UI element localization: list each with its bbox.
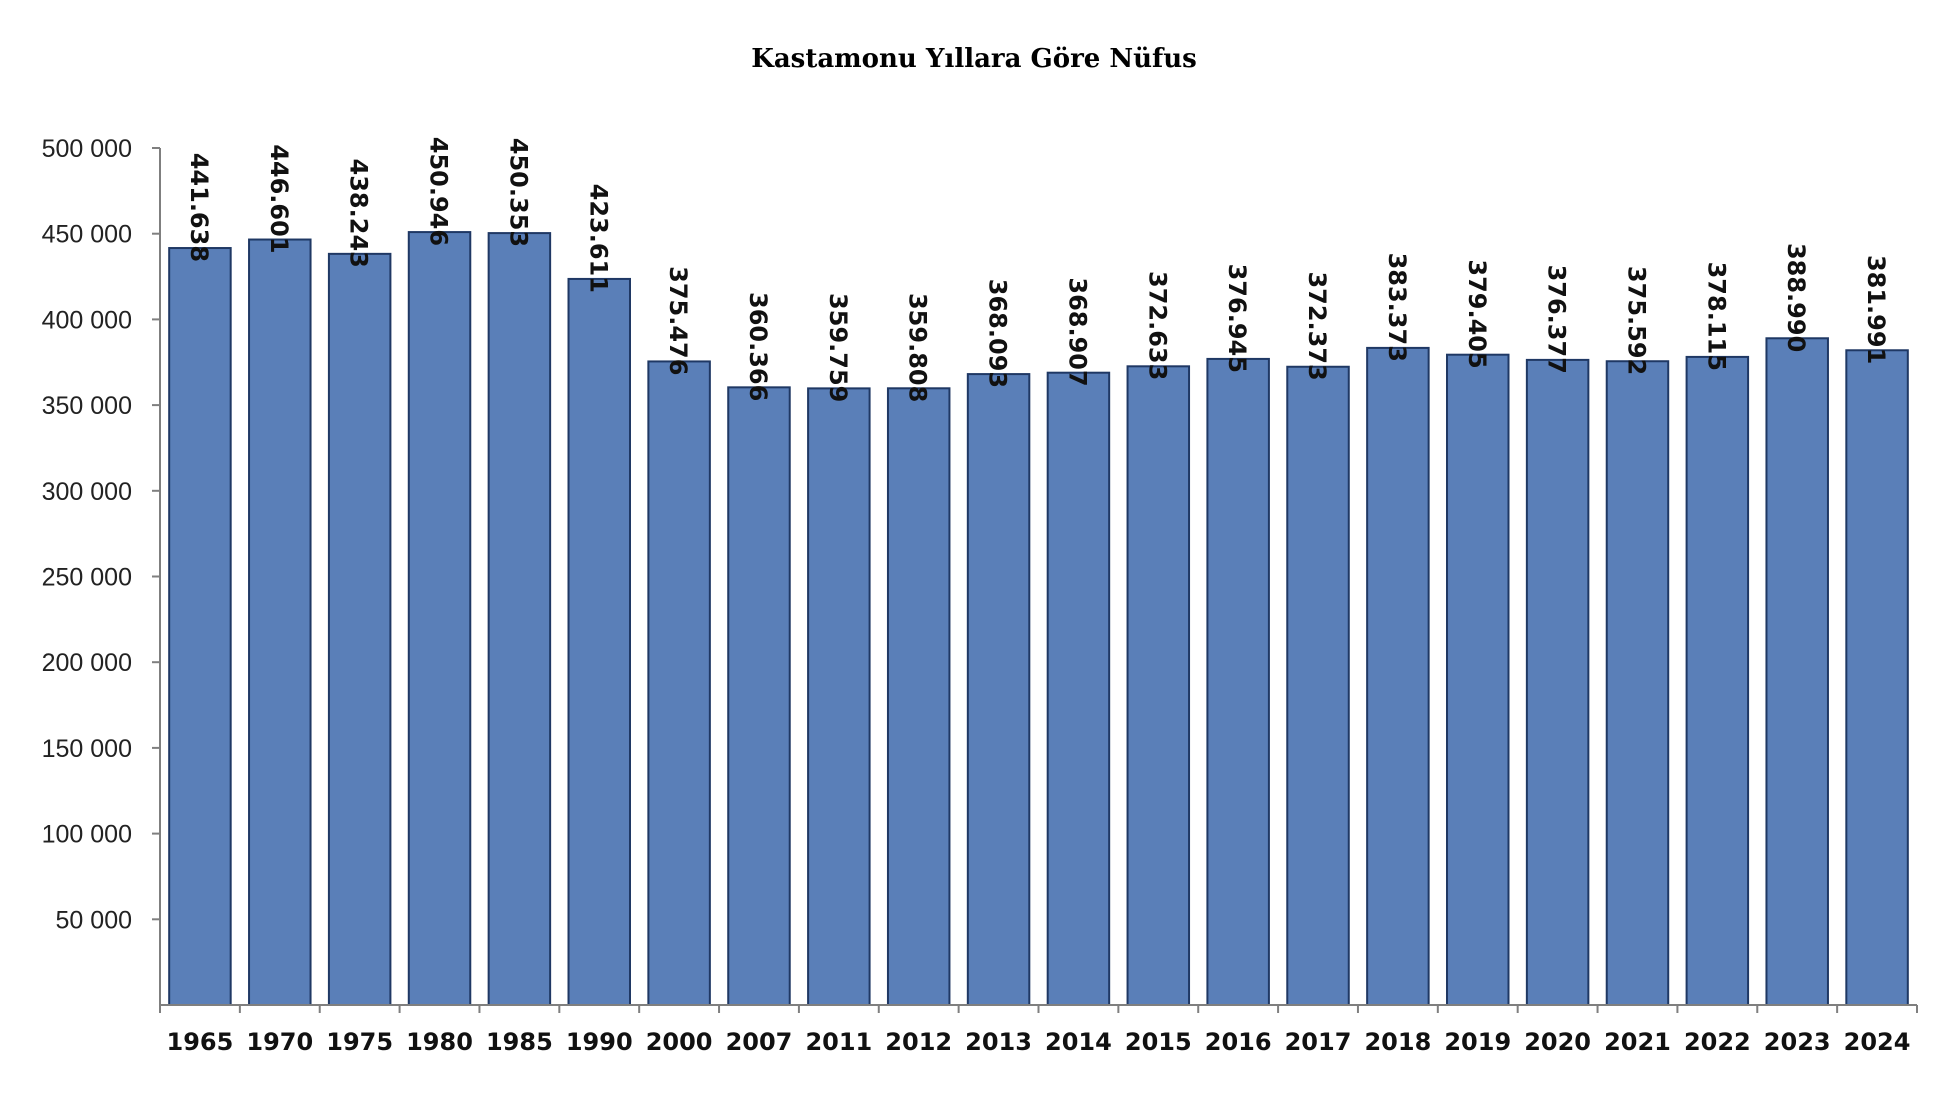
x-tick-label: 2000 (646, 1028, 713, 1056)
data-label: 378.115 (1702, 262, 1730, 371)
bar-2023 (1765, 337, 1829, 1007)
bar-2007 (727, 386, 791, 1006)
x-tick-label: 2023 (1764, 1028, 1831, 1056)
data-label: 438.243 (345, 159, 373, 268)
data-label: 359.759 (824, 293, 852, 402)
data-label: 423.611 (584, 184, 612, 293)
y-tick-label: 500 000 (42, 135, 132, 163)
data-label: 376.945 (1223, 264, 1251, 373)
bar-2014 (1046, 371, 1111, 1006)
y-axis: 50 000 100 000 150 000 200 000 250 000 300 00… (42, 135, 161, 1005)
bar-2013 (966, 373, 1031, 1006)
bar-2015 (1126, 365, 1191, 1006)
y-tick-label: 350 000 (42, 392, 132, 420)
bar-2012 (886, 387, 951, 1007)
y-tick-label: 150 000 (42, 735, 132, 763)
y-tick-label: 50 000 (56, 906, 132, 934)
x-tick-label: 2022 (1684, 1028, 1751, 1056)
bar-2020 (1525, 358, 1590, 1006)
data-label: 446.601 (265, 144, 293, 253)
y-tick-label: 300 000 (42, 478, 132, 506)
x-tick-label: 2018 (1364, 1028, 1431, 1056)
y-tick-label: 250 000 (42, 564, 132, 592)
bar-2021 (1605, 360, 1670, 1007)
data-label: 368.907 (1063, 277, 1091, 386)
chart-title: Kastamonu Yıllara Göre Nüfus (751, 44, 1197, 74)
y-tick-label: 200 000 (42, 649, 132, 677)
y-tick-label: 400 000 (42, 306, 132, 334)
x-tick-label: 1980 (406, 1028, 473, 1056)
data-label: 450.946 (425, 137, 453, 246)
bar-2011 (807, 387, 871, 1007)
bar-2017 (1286, 365, 1350, 1006)
data-label: 376.377 (1543, 265, 1571, 374)
bar-2000 (647, 360, 711, 1006)
x-tick-label: 2014 (1045, 1028, 1112, 1056)
data-label: 450.353 (504, 138, 532, 247)
data-label: 383.373 (1383, 253, 1411, 362)
x-tick-label: 2016 (1205, 1028, 1272, 1056)
x-tick-label: 2017 (1285, 1028, 1352, 1056)
data-label: 359.808 (904, 293, 932, 402)
x-tick-label: 1990 (566, 1028, 633, 1056)
x-tick-label: 2024 (1844, 1028, 1911, 1056)
data-label: 379.405 (1463, 259, 1491, 368)
bar-2016 (1206, 357, 1270, 1006)
data-label: 375.592 (1622, 266, 1650, 375)
x-tick-label: 1965 (167, 1028, 234, 1056)
bar-2019 (1446, 353, 1510, 1006)
x-tick-label: 2007 (726, 1028, 793, 1056)
y-tick-label: 100 000 (42, 821, 132, 849)
data-label: 372.633 (1143, 271, 1171, 380)
x-tick-label: 2012 (885, 1028, 952, 1056)
x-tick-label: 1985 (486, 1028, 553, 1056)
bar-1965 (168, 247, 232, 1006)
x-tick-label: 2013 (965, 1028, 1032, 1056)
data-label: 441.638 (185, 153, 213, 262)
bar-2018 (1366, 346, 1430, 1006)
x-tick-label: 2020 (1524, 1028, 1591, 1056)
data-label: 375.476 (664, 266, 692, 375)
x-tick-label: 2019 (1444, 1028, 1511, 1056)
bar-1985 (487, 232, 552, 1006)
x-axis: 1965 1970 1975 1980 1985 1990 2000 2007 2011 2012… (159, 1004, 1918, 1056)
bar-1970 (248, 238, 312, 1006)
x-tick-label: 2021 (1604, 1028, 1671, 1056)
x-tick-label: 1970 (246, 1028, 313, 1056)
data-label: 372.373 (1303, 271, 1331, 380)
data-label: 381.991 (1862, 255, 1890, 364)
data-label: 368.093 (984, 279, 1012, 388)
data-labels: 441.638 446.601 438.243 450.946 450.353 423.6… (185, 137, 1890, 403)
bar-1975 (327, 252, 392, 1006)
data-label: 388.990 (1782, 243, 1810, 352)
bar-1990 (567, 277, 631, 1007)
x-tick-label: 2015 (1125, 1028, 1192, 1056)
y-tick-label: 450 000 (42, 221, 132, 249)
x-tick-label: 1975 (326, 1028, 393, 1056)
bar-2024 (1845, 349, 1909, 1006)
x-tick-label: 2011 (805, 1028, 872, 1056)
bars (168, 231, 1909, 1007)
bar-2022 (1685, 355, 1750, 1006)
data-label: 360.366 (744, 292, 772, 401)
bar-1980 (407, 231, 472, 1006)
